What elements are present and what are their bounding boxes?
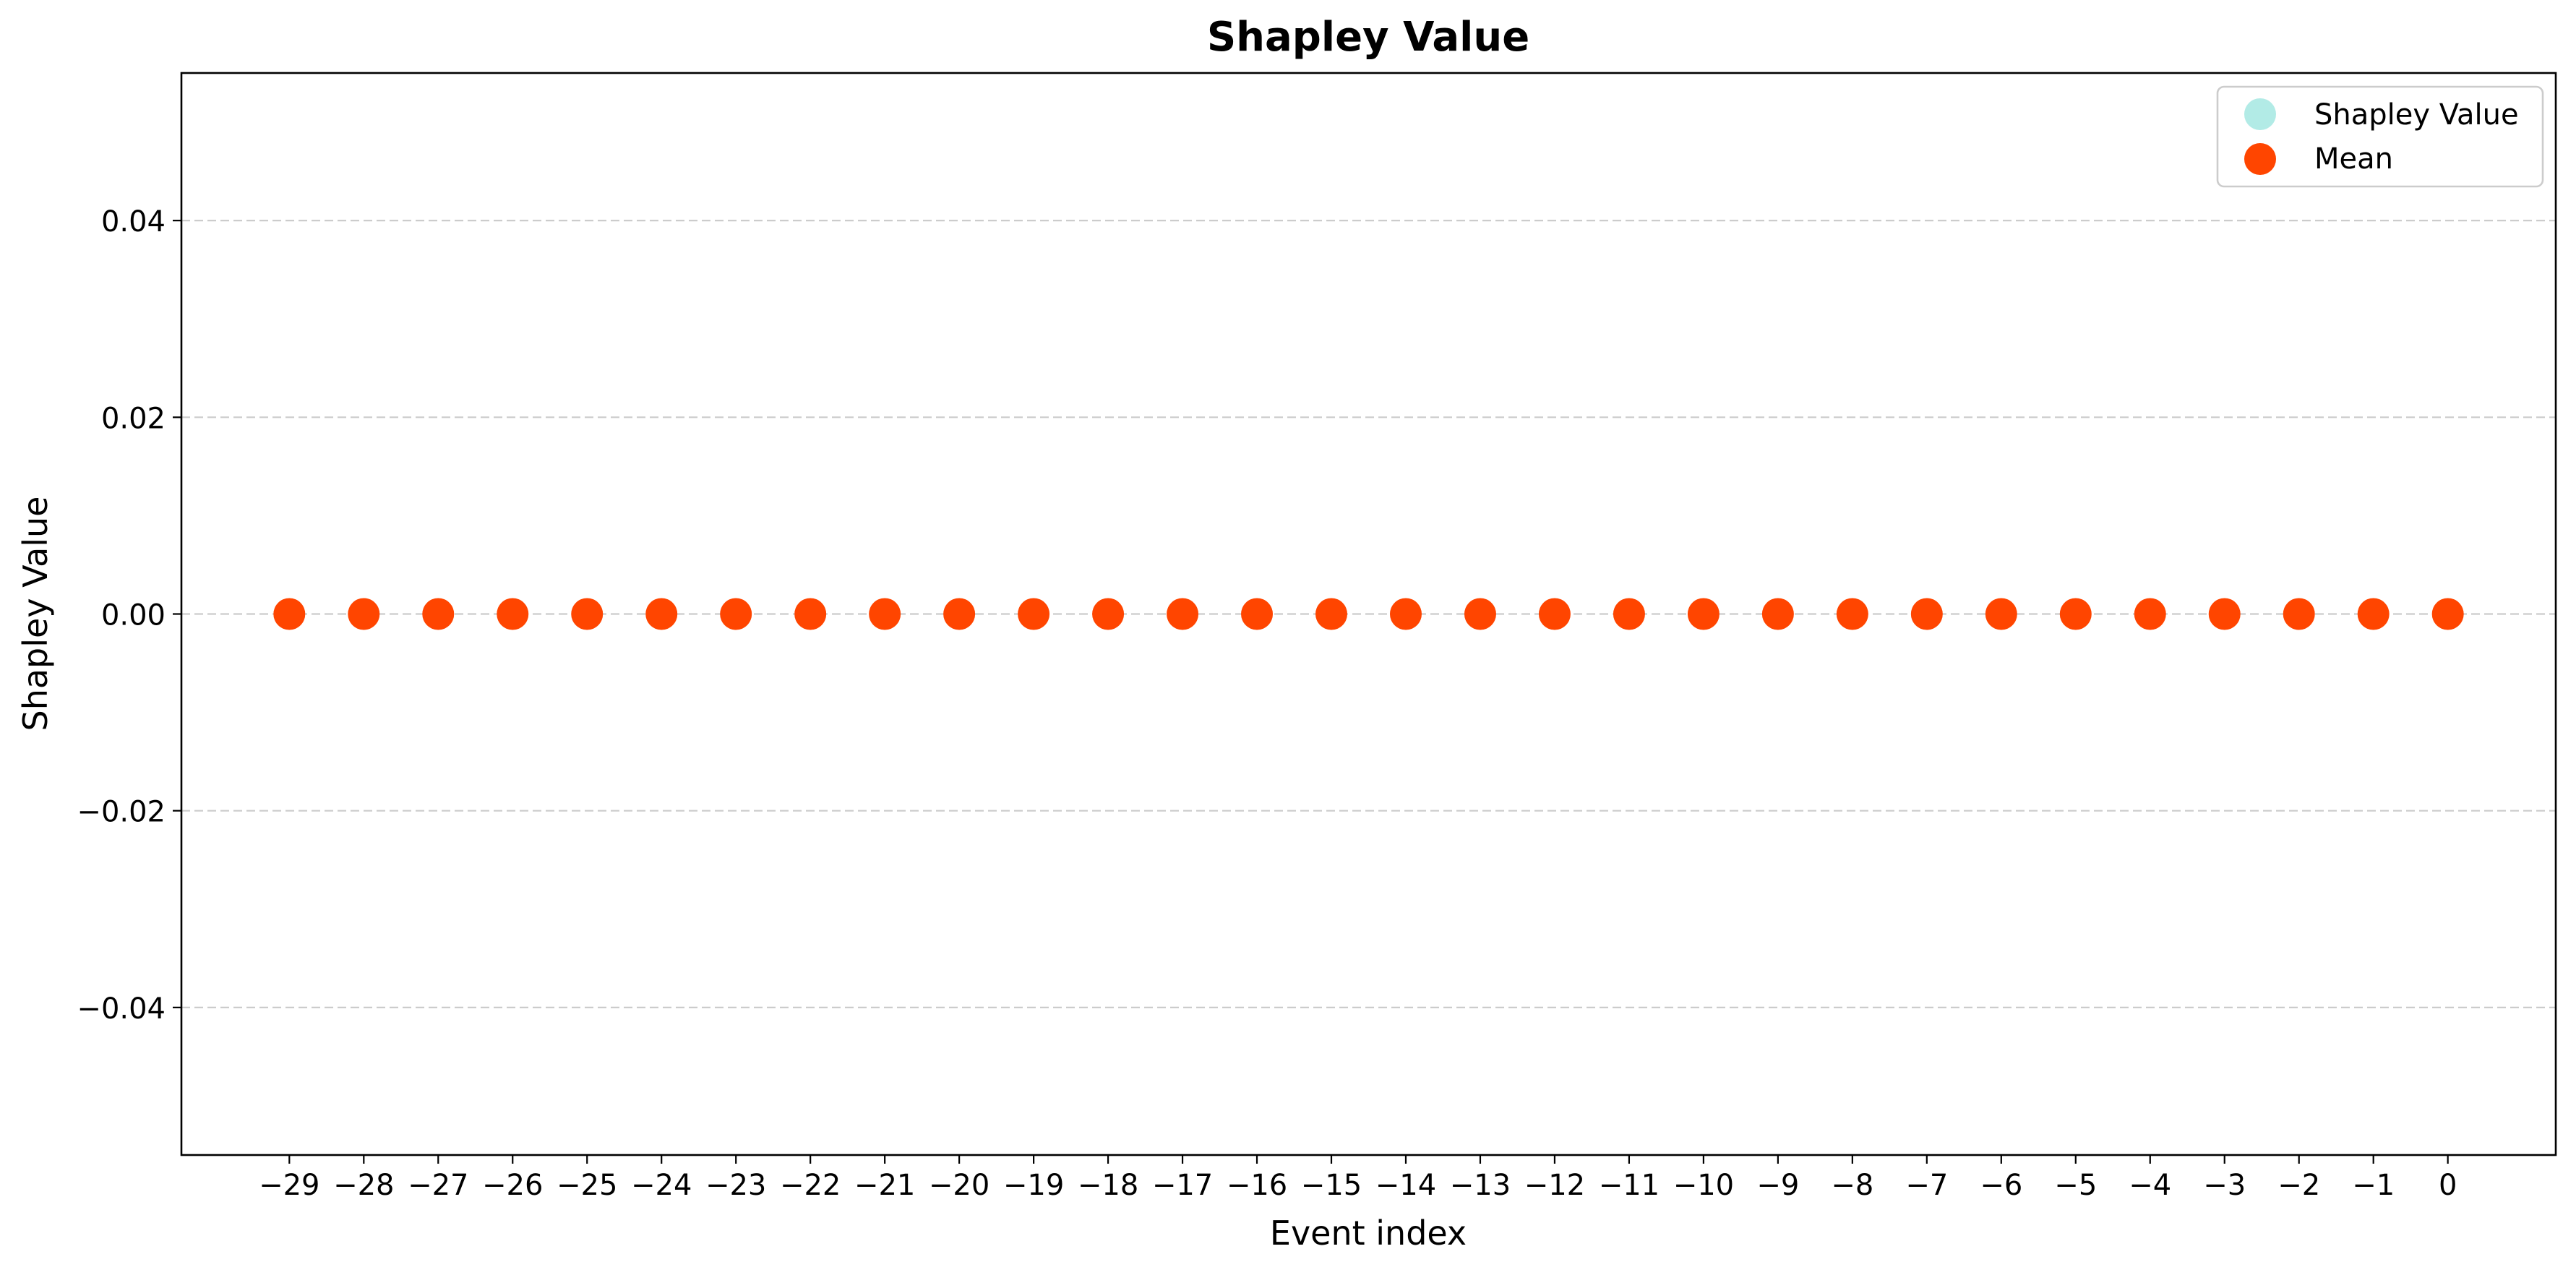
x-tick-label: −7 (1905, 1169, 1948, 1202)
x-tick-label: −10 (1673, 1169, 1734, 1202)
data-point-mean (1092, 598, 1125, 630)
data-point-mean (2134, 598, 2166, 630)
x-tick-label: −24 (631, 1169, 692, 1202)
x-tick-label: −27 (408, 1169, 468, 1202)
x-tick-label: −8 (1831, 1169, 1873, 1202)
x-tick-label: −23 (705, 1169, 766, 1202)
x-tick-label: −21 (854, 1169, 915, 1202)
x-tick-label: −22 (780, 1169, 841, 1202)
data-points (273, 598, 2464, 630)
y-tick-label: −0.02 (77, 796, 166, 829)
chart-title: Shapley Value (1207, 14, 1529, 61)
x-tick-label: −2 (2277, 1169, 2320, 1202)
y-tick-label: 0.00 (101, 599, 166, 632)
x-axis-ticks: −29 −28 −27 −26 −25 −24 −23 −22 −21 −20 −19 −18 −17−… (259, 1155, 2457, 1202)
x-tick-label: −3 (2203, 1169, 2246, 1202)
data-point-mean (794, 598, 827, 630)
data-point-mean (943, 598, 976, 630)
data-point-mean (1241, 598, 1274, 630)
x-tick-label: −12 (1524, 1169, 1585, 1202)
data-point-mean (1464, 598, 1496, 630)
data-point-mean (720, 598, 752, 630)
data-point-mean (1538, 598, 1571, 630)
data-point-mean (1315, 598, 1348, 630)
data-point-mean (2059, 598, 2092, 630)
y-tick-label: 0.04 (101, 205, 166, 239)
x-tick-label: −16 (1227, 1169, 1287, 1202)
data-point-mean (1687, 598, 1720, 630)
y-tick-label: −0.04 (77, 992, 166, 1026)
x-tick-label: −13 (1450, 1169, 1511, 1202)
x-tick-label: −1 (2352, 1169, 2395, 1202)
data-point-mean (1910, 598, 1943, 630)
data-point-mean (1761, 598, 1794, 630)
data-point-mean (1167, 598, 1199, 630)
data-point-mean (422, 598, 455, 630)
x-axis-label: Event index (1270, 1214, 1467, 1253)
legend-label-mean: Mean (2314, 142, 2393, 176)
x-tick-label: −9 (1756, 1169, 1799, 1202)
x-tick-label: −15 (1301, 1169, 1362, 1202)
data-point-mean (497, 598, 529, 630)
x-tick-label: −26 (482, 1169, 543, 1202)
x-tick-label: −5 (2054, 1169, 2097, 1202)
legend-box (2216, 85, 2544, 188)
x-tick-label: −25 (557, 1169, 617, 1202)
x-tick-label: −14 (1375, 1169, 1436, 1202)
data-point-mean (348, 598, 380, 630)
x-tick-label: −6 (1980, 1169, 2022, 1202)
x-tick-label: 0 (2439, 1169, 2457, 1202)
data-point-mean (869, 598, 901, 630)
x-tick-label: −20 (929, 1169, 989, 1202)
y-axis-ticks: −0.04 −0.02 0.00 0.02 0.04 (77, 205, 181, 1026)
data-point-mean (1389, 598, 1422, 630)
data-point-mean (571, 598, 604, 630)
legend-marker-mean (2244, 143, 2276, 175)
x-tick-label: −18 (1078, 1169, 1138, 1202)
y-axis-label: Shapley Value (16, 497, 55, 731)
x-tick-label: −29 (259, 1169, 319, 1202)
data-point-mean (1018, 598, 1050, 630)
data-point-mean (1836, 598, 1868, 630)
x-tick-label: −17 (1152, 1169, 1213, 1202)
data-point-mean (2431, 598, 2464, 630)
data-point-mean (645, 598, 678, 630)
x-tick-label: −28 (333, 1169, 394, 1202)
data-point-mean (2208, 598, 2241, 630)
legend: Shapley Value Mean (2216, 85, 2544, 188)
y-tick-label: 0.02 (101, 402, 166, 435)
data-point-mean (273, 598, 306, 630)
data-point-mean (2357, 598, 2390, 630)
data-point-mean (1613, 598, 1645, 630)
data-point-mean (1985, 598, 2017, 630)
legend-label-shapley-value: Shapley Value (2314, 98, 2519, 132)
data-point-mean (2283, 598, 2315, 630)
x-tick-label: −19 (1003, 1169, 1064, 1202)
x-tick-label: −11 (1599, 1169, 1660, 1202)
x-tick-label: −4 (2129, 1169, 2171, 1202)
legend-marker-shapley-value (2244, 98, 2276, 130)
